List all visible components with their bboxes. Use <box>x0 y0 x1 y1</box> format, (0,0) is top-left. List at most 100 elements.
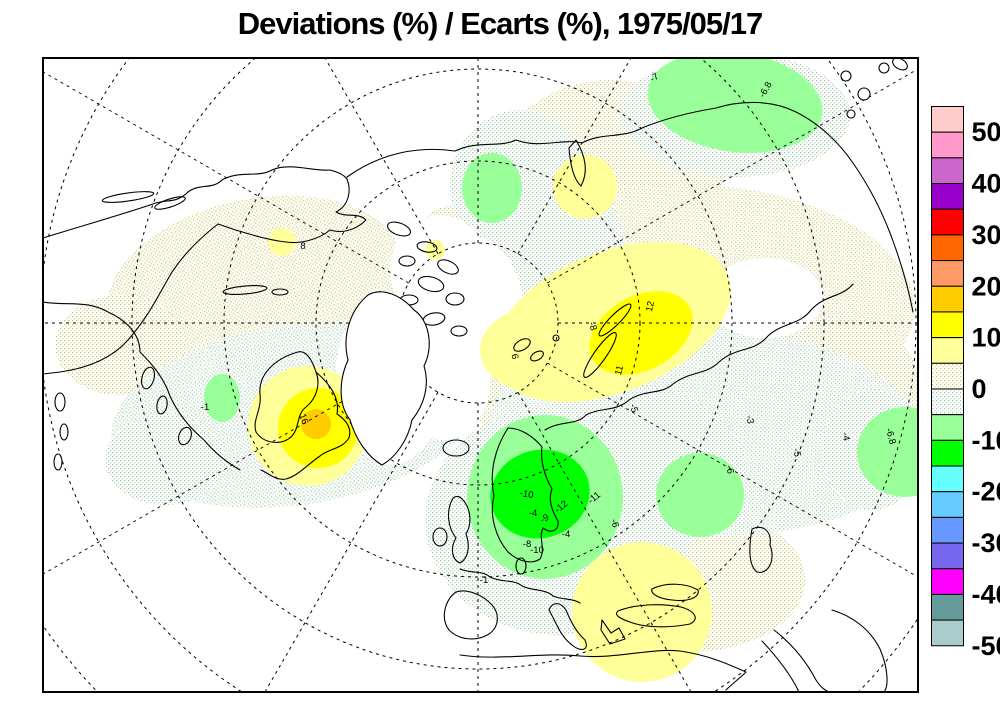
legend-tick-label: 20 <box>972 271 1000 301</box>
legend-tick-label: -30 <box>972 528 1000 558</box>
contour-label: -4 <box>839 431 851 441</box>
contour-label: -10 <box>530 545 544 556</box>
legend-cell <box>931 439 964 467</box>
legend-tick-label: -50 <box>972 631 1000 661</box>
legend-cell <box>931 619 964 647</box>
legend-cell <box>931 568 964 595</box>
legend-cell <box>931 157 964 185</box>
coast-greece <box>600 619 626 645</box>
color-scale-legend: 50 40 30 20 10 0 -10 -20 -30 -40 -50 <box>931 106 1000 661</box>
page-title: Deviations (%) / Ecarts (%), 1975/05/17 <box>237 6 763 41</box>
graticule-meridian <box>325 59 439 254</box>
coast-labrador <box>260 371 351 480</box>
coast-europe-north <box>459 568 581 604</box>
coast-aleutians <box>154 196 186 210</box>
coast-scandinavia <box>491 427 559 563</box>
contour-label: -8 <box>586 321 599 332</box>
coast-island <box>846 109 856 119</box>
contour-label: -5 <box>627 403 640 414</box>
coast-island <box>156 395 168 415</box>
legend-cell <box>931 337 964 364</box>
coast-island <box>140 366 156 390</box>
contour-label: -1 <box>201 402 209 413</box>
coast-nw-russia <box>544 283 854 431</box>
region-deviation-15-to-20 <box>301 409 331 439</box>
coast-island <box>54 392 66 412</box>
graticule-parallel <box>315 160 641 486</box>
coast-anatolia <box>615 604 696 628</box>
legend-cell <box>931 362 964 390</box>
legend-tick-label: -40 <box>972 579 1000 609</box>
contour-label: -4 <box>562 529 570 540</box>
contour-labels: 81211166-8-5-7-6.8-10-12-11-9-4-4-8-10-6… <box>201 71 898 586</box>
graticule-meridian <box>517 392 692 691</box>
contour-label: 6 <box>509 353 521 360</box>
coast-north-america-west <box>44 301 241 471</box>
coast-island <box>178 426 192 446</box>
legend-tick-label: -20 <box>972 477 1000 507</box>
region-layer <box>55 59 917 682</box>
legend-tick-labels: 50 40 30 20 10 0 -10 -20 -30 -40 -50 <box>972 117 1000 661</box>
coast-iceland <box>442 439 470 457</box>
coast-arabia <box>831 609 888 691</box>
coast-svalbard <box>530 350 544 362</box>
legend-cell <box>931 106 964 133</box>
legend-cell <box>931 388 964 416</box>
coast-island <box>59 423 69 441</box>
region-deviation-minus15-to-minus10 <box>490 449 590 539</box>
graticule-meridian <box>517 59 631 254</box>
coast-island <box>892 59 908 71</box>
coast-red-sea-east <box>773 629 829 691</box>
legend-cell <box>931 183 964 210</box>
legend-tick-label: -10 <box>972 425 1000 455</box>
graticule-meridian <box>44 71 409 284</box>
coast-italy <box>548 603 587 650</box>
legend-cell <box>931 234 964 262</box>
graticule-meridian <box>547 362 917 578</box>
legend-tick-label: 10 <box>972 323 1000 353</box>
coast-eurasia-arctic <box>346 101 914 313</box>
legend-cell <box>931 491 964 518</box>
legend-cell <box>931 593 964 621</box>
coast-denmark <box>515 557 527 575</box>
legend-cell <box>931 208 964 236</box>
contour-label: 8 <box>300 241 305 252</box>
coast-caspian-sea <box>749 526 773 573</box>
coast-novaya-zemlya <box>598 303 632 337</box>
coast-island <box>857 87 871 101</box>
contour-label: -8 <box>523 539 531 550</box>
contour-label: -4 <box>529 508 537 519</box>
coast-greenland <box>340 291 430 466</box>
contour-label: -6.8 <box>883 427 898 446</box>
legend-cells <box>931 106 964 647</box>
legend-cell <box>931 414 964 441</box>
legend-cell <box>931 260 964 287</box>
coastlines <box>44 59 914 691</box>
coast-ireland <box>432 527 448 547</box>
contour-label: -3 <box>743 414 755 424</box>
contour-label: -1 <box>480 575 488 586</box>
legend-cell <box>931 542 964 570</box>
legend-tick-label: 40 <box>972 169 1000 199</box>
legend-tick-label: 30 <box>972 220 1000 250</box>
coast-aleutians <box>101 191 155 203</box>
contour-label: -5 <box>790 447 802 457</box>
contour-label: -6 <box>608 518 621 529</box>
contour-label: -10 <box>519 488 534 501</box>
legend-cell <box>931 285 964 313</box>
coast-island <box>53 453 63 471</box>
coast-island <box>222 285 268 295</box>
legend-tick-label: 50 <box>972 117 1000 147</box>
coast-island <box>840 70 852 82</box>
legend-cell <box>931 465 964 493</box>
legend-cell <box>931 131 964 159</box>
coast-island <box>878 62 890 74</box>
legend-tick-label: 0 <box>972 374 987 404</box>
legend-cell <box>931 311 964 339</box>
coast-island <box>271 288 289 296</box>
map-frame <box>42 57 919 693</box>
legend-cell <box>931 516 964 544</box>
